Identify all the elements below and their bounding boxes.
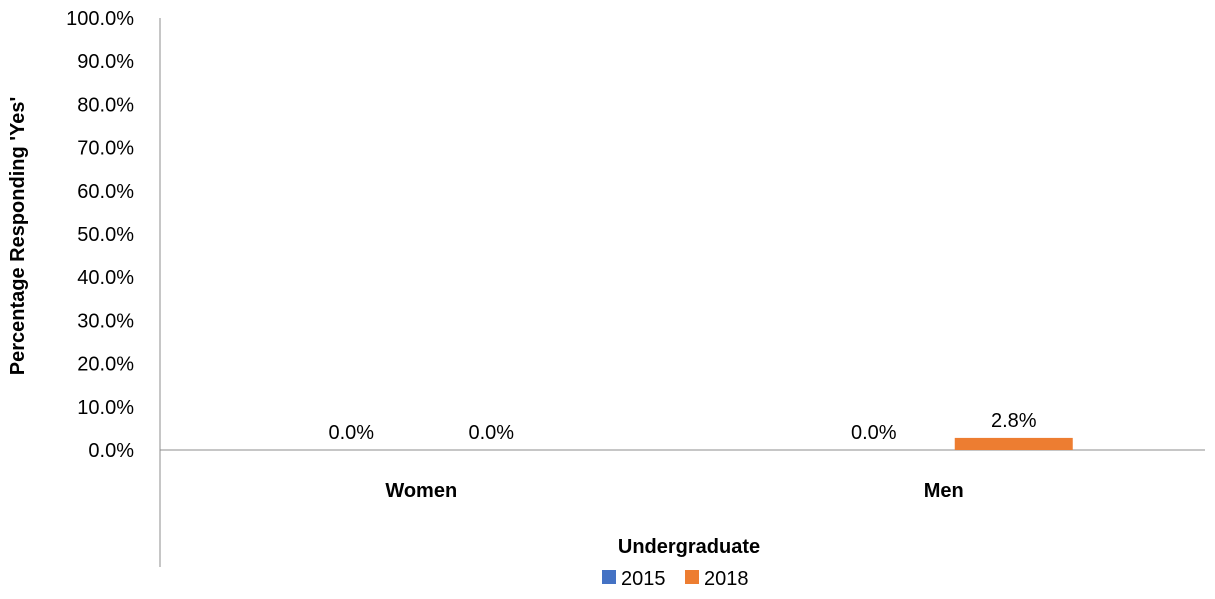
legend-swatch-2015: [602, 570, 616, 584]
data-label: 0.0%: [468, 422, 514, 444]
bars: [954, 437, 1073, 450]
y-axis-title: Percentage Responding 'Yes': [7, 97, 29, 376]
y-tick-label: 40.0%: [77, 267, 134, 289]
data-label: 2.8%: [991, 410, 1037, 432]
legend: 2015 2018: [602, 568, 749, 590]
y-tick-label: 0.0%: [88, 440, 134, 462]
y-tick-label: 30.0%: [77, 310, 134, 332]
y-tick-label: 70.0%: [77, 138, 134, 160]
y-tick-label: 50.0%: [77, 224, 134, 246]
y-tick-labels: 0.0% 10.0% 20.0% 30.0% 40.0% 50.0% 60.0% 70.0% 8…: [66, 8, 134, 462]
data-label: 0.0%: [328, 422, 374, 444]
y-tick-label: 60.0%: [77, 181, 134, 203]
x-axis-title: Undergraduate: [618, 536, 760, 558]
legend-swatch-2018: [685, 570, 699, 584]
category-label-men: Men: [924, 480, 964, 502]
y-tick-label: 90.0%: [77, 51, 134, 73]
legend-label-2015: 2015: [621, 568, 666, 590]
y-tick-label: 10.0%: [77, 397, 134, 419]
y-tick-label: 80.0%: [77, 94, 134, 116]
category-label-women: Women: [385, 480, 457, 502]
y-tick-label: 20.0%: [77, 354, 134, 376]
y-tick-label: 100.0%: [66, 8, 134, 30]
legend-label-2018: 2018: [704, 568, 749, 590]
category-labels: Women Men: [385, 480, 963, 502]
bar-2018-men: [954, 437, 1073, 450]
data-labels: 0.0% 0.0% 0.0% 2.8%: [328, 410, 1036, 444]
data-label: 0.0%: [851, 422, 897, 444]
